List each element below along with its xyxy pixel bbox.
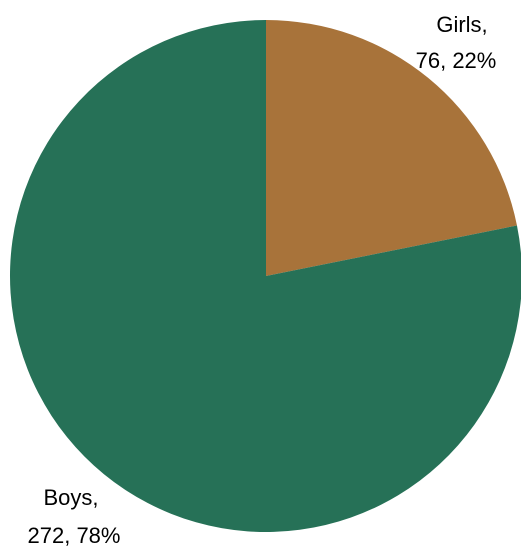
boys-label-values: 272, 78% <box>28 523 121 548</box>
boys-label-name: Boys, <box>43 485 98 510</box>
pie-slice-boys <box>10 20 521 532</box>
pie-slice-girls <box>266 20 517 276</box>
girls-label-name: Girls, <box>436 12 487 37</box>
slice-labels: Girls, 76, 22% Boys, 272, 78% <box>28 12 497 548</box>
girls-label-values: 76, 22% <box>416 48 497 73</box>
pie-slices <box>10 20 521 532</box>
